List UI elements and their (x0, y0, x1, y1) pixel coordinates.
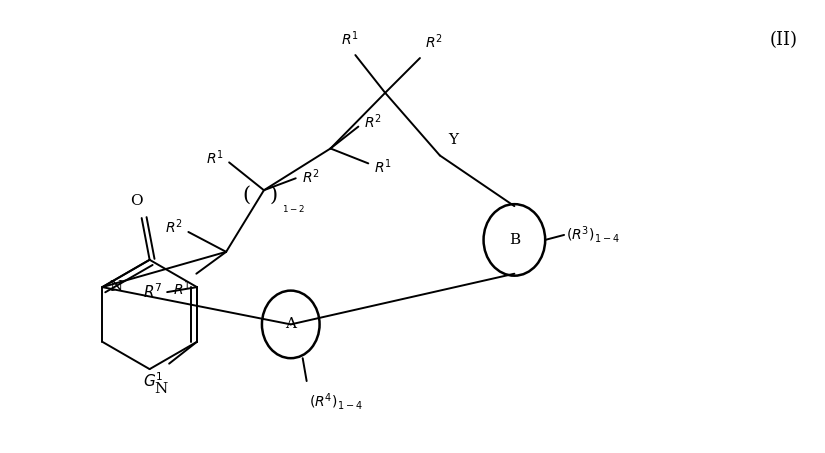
Text: ): ) (270, 186, 278, 205)
Text: N: N (109, 280, 122, 294)
Text: A: A (285, 318, 296, 332)
Text: $R^1$: $R^1$ (206, 148, 224, 167)
Text: B: B (509, 233, 520, 247)
Text: $R^2$: $R^2$ (425, 33, 443, 51)
Text: $R^2$: $R^2$ (302, 167, 319, 186)
Text: O: O (130, 194, 143, 208)
Text: $G^1$: $G^1$ (144, 371, 164, 390)
Text: $R^2$: $R^2$ (365, 112, 382, 131)
Text: $(R^3)_{1-4}$: $(R^3)_{1-4}$ (566, 224, 620, 246)
Text: Y: Y (448, 134, 458, 148)
Text: $(R^4)_{1-4}$: $(R^4)_{1-4}$ (309, 391, 362, 412)
Text: (: ( (242, 186, 250, 205)
Text: N: N (154, 382, 167, 396)
Text: (II): (II) (770, 31, 798, 49)
Text: $R^1$: $R^1$ (172, 280, 191, 298)
Text: $R^2$: $R^2$ (165, 218, 182, 236)
Text: $_{1-2}$: $_{1-2}$ (282, 202, 305, 215)
Text: $R^7$: $R^7$ (143, 283, 163, 301)
Text: $R^1$: $R^1$ (342, 29, 360, 48)
Text: $R^1$: $R^1$ (375, 157, 392, 176)
